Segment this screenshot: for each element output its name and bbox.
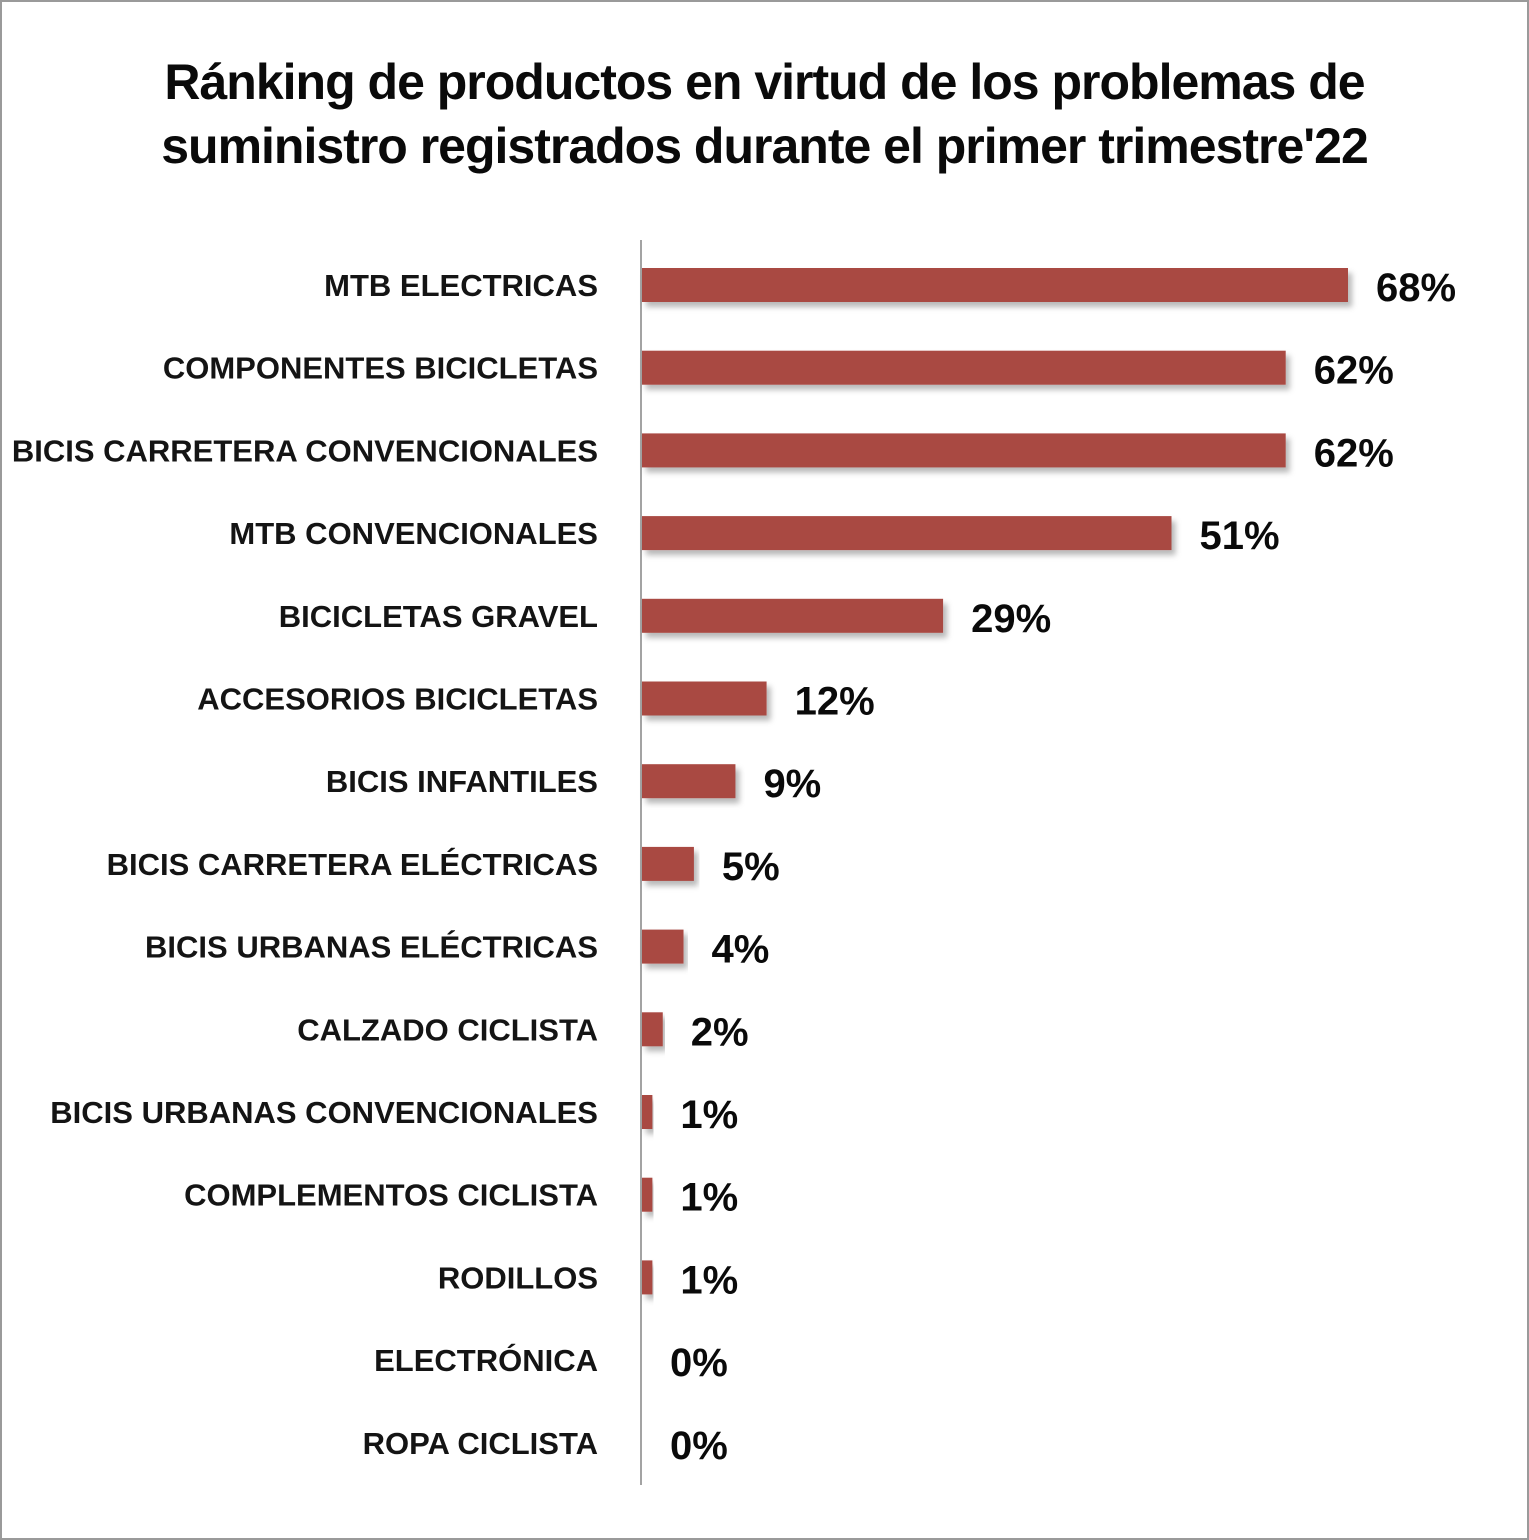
- chart-title-line-1: Ránking de productos en virtud de los pr…: [164, 54, 1365, 110]
- category-label: BICIS CARRETERA CONVENCIONALES: [12, 433, 598, 468]
- category-label: MTB CONVENCIONALES: [229, 516, 598, 551]
- category-label: BICIS INFANTILES: [326, 764, 598, 799]
- chart-title: Ránking de productos en virtud de los pr…: [0, 50, 1529, 178]
- data-label: 0%: [670, 1341, 728, 1385]
- data-label: 1%: [680, 1176, 738, 1220]
- chart-title-line-2: suministro registrados durante el primer…: [161, 118, 1369, 174]
- bar: [642, 1012, 663, 1047]
- data-label: 1%: [680, 1093, 738, 1137]
- data-label: 5%: [722, 845, 780, 889]
- category-label: BICICLETAS GRAVEL: [279, 599, 598, 634]
- bar: [642, 681, 767, 716]
- category-label: MTB ELECTRICAS: [324, 268, 598, 303]
- data-label: 62%: [1314, 349, 1394, 393]
- bar: [642, 929, 684, 964]
- category-label: RODILLOS: [438, 1260, 598, 1295]
- data-label: 0%: [670, 1424, 728, 1468]
- category-label: COMPLEMENTOS CICLISTA: [184, 1178, 598, 1213]
- data-label: 68%: [1376, 266, 1456, 310]
- data-label: 9%: [763, 762, 821, 806]
- bar: [642, 350, 1286, 385]
- bar: [642, 516, 1172, 551]
- bar: [642, 433, 1286, 468]
- data-label: 51%: [1200, 514, 1280, 558]
- bar: [642, 1095, 653, 1129]
- data-label: 4%: [712, 928, 770, 972]
- bar: [642, 846, 694, 881]
- category-label: ROPA CICLISTA: [363, 1426, 598, 1461]
- bar: [642, 268, 1348, 302]
- category-label: CALZADO CICLISTA: [297, 1012, 598, 1047]
- bar: [642, 764, 736, 799]
- data-label: 1%: [680, 1258, 738, 1302]
- bar: [642, 1260, 653, 1295]
- category-label: ACCESORIOS BICICLETAS: [197, 682, 598, 717]
- bar: [642, 1177, 653, 1212]
- category-label: COMPONENTES BICICLETAS: [163, 351, 598, 386]
- category-label: BICIS CARRETERA ELÉCTRICAS: [107, 847, 598, 882]
- data-label: 29%: [971, 597, 1051, 641]
- category-label: BICIS URBANAS ELÉCTRICAS: [145, 930, 598, 965]
- category-label: BICIS URBANAS CONVENCIONALES: [50, 1095, 598, 1130]
- data-label: 62%: [1314, 431, 1394, 475]
- category-label: ELECTRÓNICA: [374, 1342, 598, 1378]
- data-label: 12%: [795, 680, 875, 724]
- data-label: 2%: [691, 1010, 749, 1054]
- bar: [642, 598, 944, 633]
